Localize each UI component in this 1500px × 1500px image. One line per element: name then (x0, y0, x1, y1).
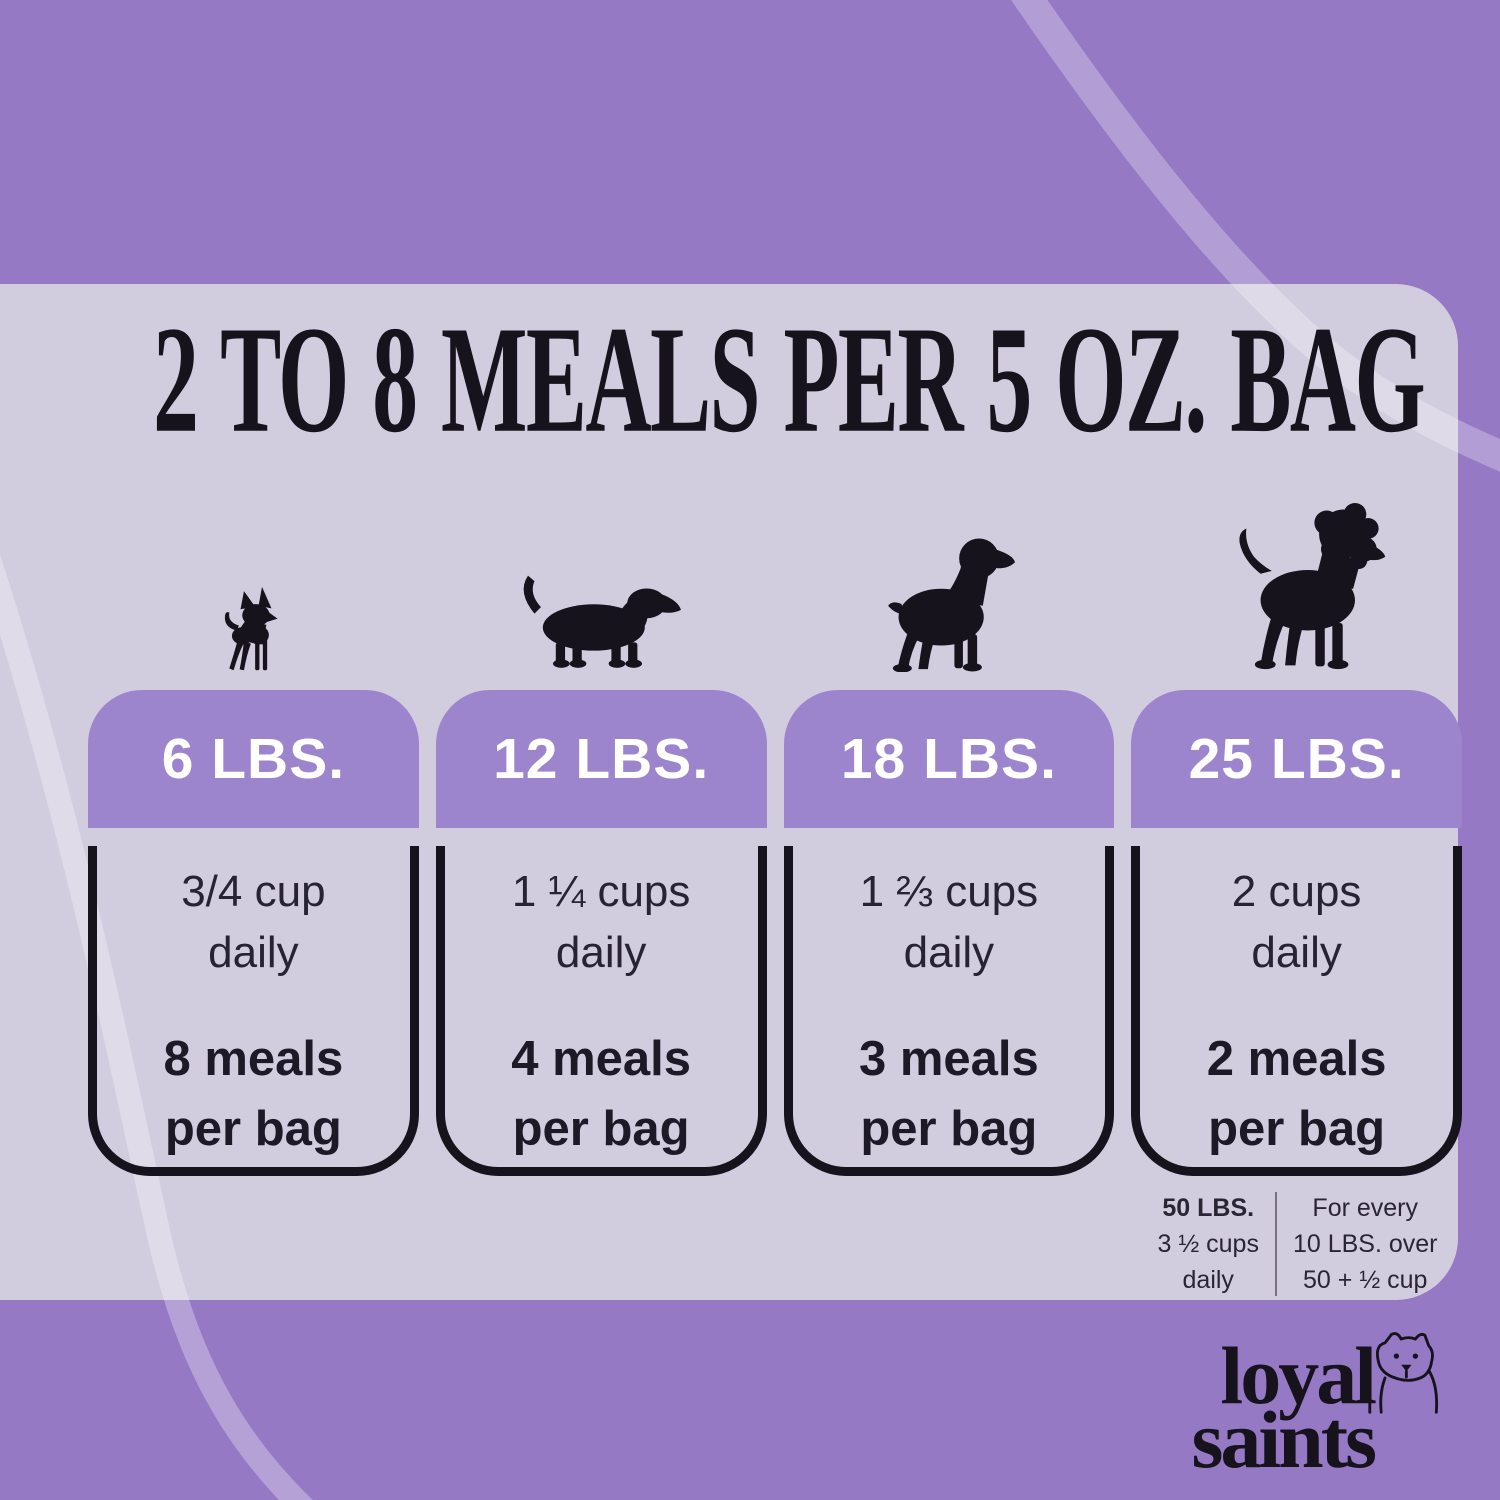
meals-unit-line: per bag (1208, 1102, 1386, 1157)
meals-count-line: 4 meals (511, 1032, 692, 1087)
poodle-icon (1239, 502, 1386, 670)
daily-amount: 1 ⅔ cups daily (860, 862, 1039, 983)
meals-per-bag: 8 meals per bag (163, 1025, 343, 1164)
daily-unit-line: daily (903, 927, 995, 977)
meals-count-line: 8 meals (163, 1032, 344, 1087)
footnote-divider (1274, 1192, 1277, 1296)
meals-count-line: 3 meals (858, 1032, 1039, 1087)
dog-silhouette-slot (88, 472, 419, 672)
large-dog-footnote: 50 LBS. 3 ½ cups daily For every 10 LBS.… (1132, 1192, 1463, 1296)
daily-amount-line: 3/4 cup (181, 867, 326, 916)
weight-badge: 12 LBS. (435, 690, 767, 828)
daily-amount-line: 2 cups (1231, 867, 1362, 916)
weight-cards-row: 6 LBS. 3/4 cup daily 8 meals per bag (88, 472, 1462, 1176)
brand-line1: loyal (1220, 1330, 1377, 1421)
daily-amount: 2 cups daily (1232, 862, 1362, 983)
daily-unit-line: daily (1251, 927, 1342, 977)
meals-unit-line: per bag (860, 1102, 1038, 1157)
feeding-card-12lbs: 12 LBS. 1 ¼ cups daily 4 meals per bag (435, 472, 767, 1176)
brand-wordmark: loyal saints (1191, 1330, 1436, 1485)
footnote-amount: 3 ½ cups (1157, 1229, 1259, 1258)
daily-unit-line: daily (555, 927, 647, 977)
weight-label: 18 LBS. (840, 727, 1057, 791)
feeding-card-25lbs: 25 LBS. 2 cups daily 2 meals per bag (1131, 472, 1462, 1176)
meals-per-bag: 3 meals per bag (859, 1025, 1039, 1164)
footnote-rule-line2: 10 LBS. over (1292, 1229, 1438, 1258)
daily-amount-line: 1 ¼ cups (511, 867, 691, 916)
dog-silhouette-slot (436, 472, 767, 672)
weight-badge: 6 LBS. (88, 690, 419, 828)
weight-label: 6 LBS. (161, 727, 346, 791)
meals-per-bag: 4 meals per bag (511, 1025, 691, 1164)
dog-doodle-icon (1368, 1332, 1439, 1414)
dog-silhouette-slot (784, 472, 1115, 672)
chihuahua-icon (224, 586, 278, 671)
page-title: 2 TO 8 MEALS PER 5 OZ. BAG (153, 296, 1426, 466)
weight-label: 25 LBS. (1188, 727, 1405, 791)
daily-amount-line: 1 ⅔ cups (859, 867, 1039, 916)
footnote-rule-line1: For every (1312, 1193, 1419, 1222)
brand-line2: saints (1191, 1393, 1377, 1485)
daily-amount: 3/4 cup daily (181, 862, 325, 983)
weight-badge: 18 LBS. (783, 690, 1115, 828)
footnote-50lbs: 50 LBS. 3 ½ cups daily (1142, 1190, 1275, 1299)
feeding-details: 1 ¼ cups daily 4 meals per bag (435, 846, 767, 1176)
footnote-unit: daily (1182, 1266, 1234, 1295)
weight-badge: 25 LBS. (1131, 690, 1462, 828)
brand-logo: loyal saints (1191, 1330, 1439, 1485)
feeding-details: 3/4 cup daily 8 meals per bag (88, 846, 419, 1176)
daily-amount: 1 ¼ cups daily (512, 862, 691, 983)
meals-unit-line: per bag (512, 1102, 690, 1157)
meals-unit-line: per bag (164, 1102, 342, 1157)
weight-label: 12 LBS. (493, 727, 710, 791)
feeding-card-18lbs: 18 LBS. 1 ⅔ cups daily 3 meals per bag (783, 472, 1115, 1176)
spaniel-icon (888, 538, 1016, 672)
footnote-weight: 50 LBS. (1162, 1193, 1255, 1222)
footnote-rule-line3: 50 + ½ cup (1303, 1266, 1428, 1295)
meals-per-bag: 2 meals per bag (1207, 1025, 1387, 1164)
footnote-over-50lbs: For every 10 LBS. over 50 + ½ cup (1277, 1190, 1454, 1299)
feeding-card-6lbs: 6 LBS. 3/4 cup daily 8 meals per bag (88, 472, 419, 1176)
feeding-details: 1 ⅔ cups daily 3 meals per bag (783, 846, 1115, 1176)
dog-silhouette-slot (1131, 472, 1462, 672)
feeding-details: 2 cups daily 2 meals per bag (1131, 846, 1462, 1176)
daily-unit-line: daily (208, 927, 299, 977)
dachshund-icon (524, 575, 682, 668)
meals-count-line: 2 meals (1206, 1032, 1387, 1087)
